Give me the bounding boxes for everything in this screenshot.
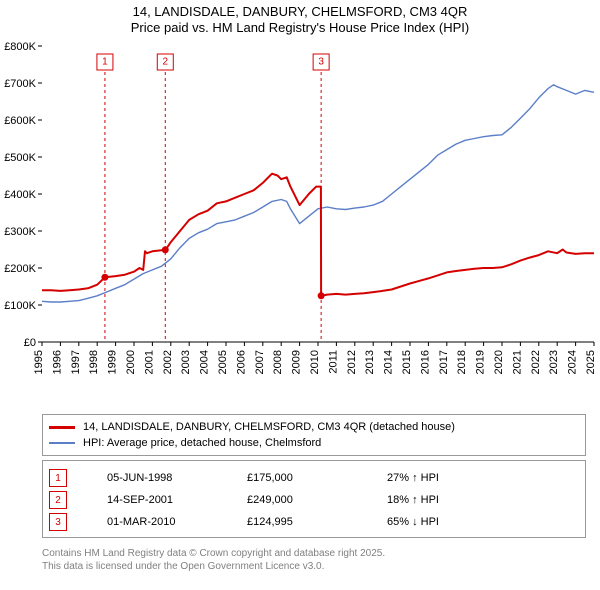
- event-hpi: 27% ↑ HPI: [387, 472, 579, 484]
- svg-text:2006: 2006: [235, 350, 247, 374]
- svg-text:2023: 2023: [548, 350, 560, 374]
- svg-text:£500K: £500K: [4, 152, 36, 164]
- title-line-1: 14, LANDISDALE, DANBURY, CHELMSFORD, CM3…: [0, 4, 600, 20]
- legend-label-1: 14, LANDISDALE, DANBURY, CHELMSFORD, CM3…: [83, 421, 455, 433]
- svg-text:2005: 2005: [217, 350, 229, 374]
- svg-text:2019: 2019: [475, 350, 487, 374]
- event-date: 05-JUN-1998: [107, 472, 247, 484]
- svg-text:2002: 2002: [162, 350, 174, 374]
- svg-text:2009: 2009: [291, 350, 303, 374]
- svg-text:2021: 2021: [511, 350, 523, 374]
- svg-text:2012: 2012: [346, 350, 358, 374]
- svg-text:1996: 1996: [51, 350, 63, 374]
- chart-title: 14, LANDISDALE, DANBURY, CHELMSFORD, CM3…: [0, 0, 600, 37]
- title-line-2: Price paid vs. HM Land Registry's House …: [0, 20, 600, 36]
- svg-text:£0: £0: [24, 337, 36, 349]
- svg-text:2011: 2011: [327, 350, 339, 374]
- legend-label-2: HPI: Average price, detached house, Chel…: [83, 437, 321, 449]
- svg-text:2010: 2010: [309, 350, 321, 374]
- event-row: 2 14-SEP-2001 £249,000 18% ↑ HPI: [49, 489, 579, 511]
- svg-text:2024: 2024: [567, 350, 579, 374]
- svg-text:£200K: £200K: [4, 263, 36, 275]
- svg-text:1995: 1995: [33, 350, 45, 374]
- legend-swatch-1: [49, 426, 75, 429]
- legend-swatch-2: [49, 442, 75, 444]
- price-chart: £0 £100K £200K £300K £400K £500K £600K £700K £80…: [0, 42, 600, 410]
- svg-text:2014: 2014: [383, 350, 395, 374]
- svg-text:2013: 2013: [364, 350, 376, 374]
- svg-text:£800K: £800K: [4, 42, 36, 53]
- svg-text:£100K: £100K: [4, 300, 36, 312]
- legend-row: HPI: Average price, detached house, Chel…: [49, 435, 579, 451]
- event-price: £249,000: [247, 494, 387, 506]
- svg-text:3: 3: [318, 57, 324, 68]
- event-marker-1: 1: [49, 469, 67, 487]
- legend-row: 14, LANDISDALE, DANBURY, CHELMSFORD, CM3…: [49, 419, 579, 435]
- svg-text:£600K: £600K: [4, 115, 36, 127]
- event-marker-3: 3: [49, 513, 67, 531]
- svg-text:2000: 2000: [125, 350, 137, 374]
- svg-text:1997: 1997: [70, 350, 82, 374]
- footer-line-1: Contains HM Land Registry data © Crown c…: [42, 548, 572, 561]
- event-hpi: 65% ↓ HPI: [387, 516, 579, 528]
- svg-text:2003: 2003: [180, 350, 192, 374]
- footer-attribution: Contains HM Land Registry data © Crown c…: [42, 548, 572, 573]
- event-price: £124,995: [247, 516, 387, 528]
- events-box: 1 05-JUN-1998 £175,000 27% ↑ HPI 2 14-SE…: [42, 460, 586, 538]
- svg-text:2007: 2007: [254, 350, 266, 374]
- svg-text:£300K: £300K: [4, 226, 36, 238]
- event-row: 1 05-JUN-1998 £175,000 27% ↑ HPI: [49, 467, 579, 489]
- svg-text:£700K: £700K: [4, 78, 36, 90]
- event-marker-2: 2: [49, 491, 67, 509]
- svg-text:2008: 2008: [272, 350, 284, 374]
- svg-text:2004: 2004: [199, 350, 211, 374]
- svg-text:2: 2: [162, 57, 168, 68]
- svg-text:£400K: £400K: [4, 189, 36, 201]
- footer-line-2: This data is licensed under the Open Gov…: [42, 561, 572, 574]
- svg-text:2018: 2018: [456, 350, 468, 374]
- event-date: 14-SEP-2001: [107, 494, 247, 506]
- chart-svg: £0 £100K £200K £300K £400K £500K £600K £700K £80…: [0, 42, 600, 410]
- svg-text:1998: 1998: [88, 350, 100, 374]
- event-hpi: 18% ↑ HPI: [387, 494, 579, 506]
- event-row: 3 01-MAR-2010 £124,995 65% ↓ HPI: [49, 511, 579, 533]
- svg-text:2025: 2025: [585, 350, 597, 374]
- svg-text:2015: 2015: [401, 350, 413, 374]
- page-root: 14, LANDISDALE, DANBURY, CHELMSFORD, CM3…: [0, 0, 600, 590]
- event-price: £175,000: [247, 472, 387, 484]
- svg-text:1999: 1999: [107, 350, 119, 374]
- svg-text:2022: 2022: [530, 350, 542, 374]
- event-date: 01-MAR-2010: [107, 516, 247, 528]
- svg-text:2017: 2017: [438, 350, 450, 374]
- svg-text:2020: 2020: [493, 350, 505, 374]
- svg-text:2016: 2016: [419, 350, 431, 374]
- svg-text:1: 1: [102, 57, 108, 68]
- svg-text:2001: 2001: [143, 350, 155, 374]
- legend-box: 14, LANDISDALE, DANBURY, CHELMSFORD, CM3…: [42, 414, 586, 456]
